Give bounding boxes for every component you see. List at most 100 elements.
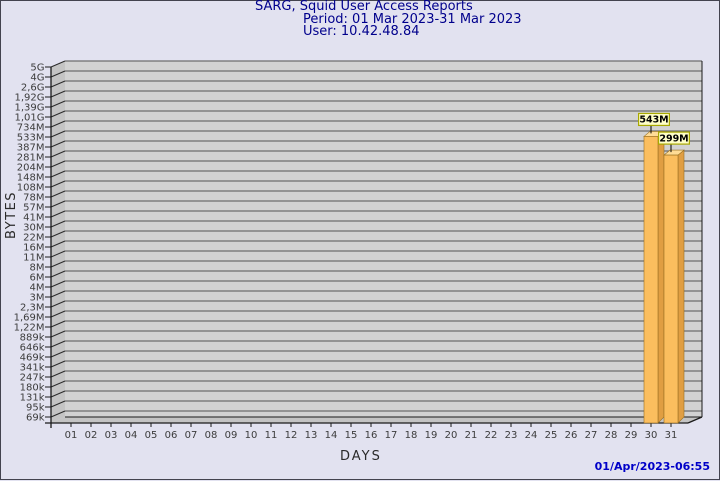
- value-box-day-31: [657, 131, 690, 145]
- y-tick-label: 2,3M: [20, 303, 45, 314]
- y-tick-connector: [50, 190, 66, 198]
- y-tick-label: 8M: [30, 263, 45, 274]
- y-tick-connector: [50, 250, 66, 258]
- y-tick-label: 469k: [20, 353, 45, 364]
- y-tick-label: 2,6G: [21, 83, 45, 94]
- y-tick-label: 69k: [26, 413, 45, 424]
- x-tick-label: 27: [585, 430, 598, 441]
- y-tick-connector: [50, 270, 66, 278]
- x-tick-label: 09: [225, 430, 238, 441]
- y-tick-label: 22M: [23, 233, 44, 244]
- y-tick-label: 5G: [30, 63, 44, 74]
- y-tick-connector: [50, 220, 66, 228]
- x-tick-label: 11: [265, 430, 278, 441]
- y-tick-label: 204M: [17, 163, 45, 174]
- report-title: SARG, Squid User Access Reports: [255, 0, 473, 14]
- x-tick-label: 01: [65, 430, 78, 441]
- y-tick-label: 281M: [17, 153, 45, 164]
- y-tick-label: 6M: [30, 273, 45, 284]
- y-tick-label: 1,39G: [14, 103, 44, 114]
- x-tick-label: 22: [485, 430, 498, 441]
- x-tick-label: 07: [185, 430, 198, 441]
- x-tick-label: 29: [625, 430, 638, 441]
- floor-right-edge: [687, 416, 703, 424]
- y-tick-connector: [50, 380, 66, 388]
- x-tick-label: 18: [405, 430, 418, 441]
- x-tick-label: 20: [445, 430, 458, 441]
- bar-side-day-30: [657, 130, 665, 424]
- x-tick-label: 16: [365, 430, 378, 441]
- y-tick-label: 57M: [23, 203, 44, 214]
- y-tick-label: 180k: [20, 383, 45, 394]
- report-period: Period: 01 Mar 2023-31 Mar 2023: [303, 12, 522, 27]
- y-tick-connector: [50, 120, 66, 128]
- y-tick-connector: [50, 330, 66, 338]
- y-tick-label: 11M: [23, 253, 44, 264]
- y-tick-connector: [50, 100, 66, 108]
- y-tick-label: 4M: [30, 283, 45, 294]
- y-tick-label: 3M: [30, 293, 45, 304]
- bar-value-label: 543M: [639, 115, 668, 126]
- x-tick-label: 14: [325, 430, 338, 441]
- chart-floor: [51, 417, 702, 423]
- y-tick-connector: [50, 110, 66, 118]
- y-tick-label: 108M: [17, 183, 45, 194]
- x-tick-label: 31: [665, 430, 678, 441]
- y-tick-label: 533M: [17, 133, 45, 144]
- x-tick-label: 17: [385, 430, 398, 441]
- y-tick-connector: [50, 260, 66, 268]
- y-tick-label: 734M: [17, 123, 45, 134]
- x-tick-label: 26: [565, 430, 578, 441]
- report-user: User: 10.42.48.84: [303, 24, 420, 39]
- x-tick-label: 08: [205, 430, 218, 441]
- plot-area: [65, 61, 702, 417]
- y-axis-title: BYTES: [4, 190, 19, 239]
- y-tick-connector: [50, 70, 66, 78]
- y-tick-label: 1,01G: [14, 113, 44, 124]
- x-tick-label: 24: [525, 430, 538, 441]
- y-tick-connector: [50, 350, 66, 358]
- y-tick-label: 131k: [20, 393, 45, 404]
- y-tick-label: 30M: [23, 223, 44, 234]
- y-tick-connector: [50, 210, 66, 218]
- x-tick-label: 21: [465, 430, 478, 441]
- x-axis-title: DAYS: [340, 449, 382, 464]
- x-tick-label: 06: [165, 430, 178, 441]
- x-tick-label: 23: [505, 430, 518, 441]
- y-tick-label: 1,69M: [14, 313, 45, 324]
- bar-value-label: 299M: [659, 133, 688, 144]
- y-tick-connector: [50, 240, 66, 248]
- value-box-day-30: [637, 112, 670, 127]
- x-tick-label: 04: [125, 430, 138, 441]
- y-tick-connector: [50, 360, 66, 368]
- y-tick-connector: [50, 200, 66, 208]
- generated-timestamp: 01/Apr/2023-06:55: [594, 460, 710, 473]
- y-tick-connector: [50, 150, 66, 158]
- y-tick-connector: [50, 400, 66, 408]
- y-tick-connector: [50, 230, 66, 238]
- y-tick-connector: [50, 280, 66, 288]
- bar-side-day-31: [677, 149, 685, 424]
- x-tick-label: 05: [145, 430, 158, 441]
- y-tick-label: 1,92G: [14, 93, 44, 104]
- y-tick-label: 78M: [23, 193, 44, 204]
- bar-day-31: [663, 154, 679, 424]
- y-tick-label: 4G: [30, 73, 44, 84]
- y-tick-connector: [50, 290, 66, 298]
- x-tick-label: 12: [285, 430, 298, 441]
- y-tick-connector: [50, 170, 66, 178]
- y-tick-connector: [50, 130, 66, 138]
- y-tick-connector: [50, 180, 66, 188]
- x-tick-label: 03: [105, 430, 118, 441]
- y-tick-label: 387M: [17, 143, 45, 154]
- y-tick-connector: [50, 320, 66, 328]
- x-tick-label: 25: [545, 430, 558, 441]
- y-tick-connector: [50, 410, 66, 418]
- y-tick-connector: [50, 370, 66, 378]
- x-tick-label: 15: [345, 430, 358, 441]
- y-tick-label: 247k: [20, 373, 45, 384]
- y-tick-label: 148M: [17, 173, 45, 184]
- y-tick-connector: [50, 140, 66, 148]
